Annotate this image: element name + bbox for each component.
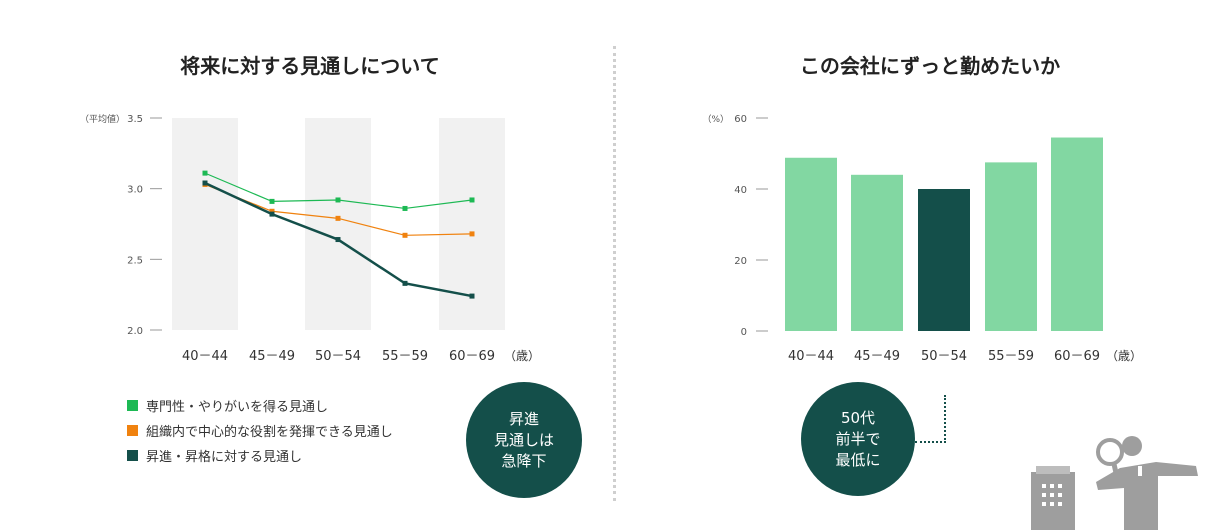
callout-line: 急降下 — [501, 451, 547, 470]
data-point — [335, 215, 341, 221]
legend-swatch — [127, 449, 138, 461]
line-chart: 2.0 2.5 3.0 3.5（平均値） 40－44 45－49 50－54 55－59 60－… — [80, 113, 540, 364]
x-tick-label: 40－44 — [182, 349, 228, 364]
office-worker-illustration — [1031, 436, 1198, 530]
callout-bubble-promotion: 昇進 見通しは 急降下 — [466, 382, 582, 498]
data-point — [202, 180, 208, 186]
y-tick-label: 3.0 — [127, 185, 143, 196]
legend-label: 専門性・やりがいを得る見通し — [146, 399, 329, 415]
y-tick-label: 40 — [734, 185, 747, 196]
legend-label: 昇進・昇格に対する見通し — [146, 449, 303, 465]
y-tick-label: 2.0 — [127, 326, 143, 337]
x-tick-label: 60－69 — [1054, 349, 1100, 364]
data-point — [335, 197, 341, 203]
bar — [785, 157, 837, 331]
callout-line: 最低に — [835, 450, 881, 469]
y-tick-label: 60 — [734, 114, 747, 125]
x-tick-label: 55－59 — [988, 349, 1034, 364]
y-tick-label: 3.5 — [127, 114, 143, 125]
x-tick-label: 60－69 — [449, 349, 495, 364]
x-tick-label: 40－44 — [788, 349, 834, 364]
legend-item: 昇進・昇格に対する見通し — [127, 447, 393, 465]
y-axis-unit: （平均値） — [80, 113, 125, 125]
data-point — [469, 197, 475, 203]
callout-line: 昇進 — [508, 409, 539, 428]
callout-connector — [915, 395, 946, 443]
data-point — [269, 208, 275, 214]
callout-line: 見通しは — [493, 430, 554, 449]
data-point — [269, 211, 275, 217]
y-tick-label: 2.5 — [127, 255, 143, 266]
bar — [1051, 137, 1103, 331]
data-point — [469, 231, 475, 237]
x-tick-label: 45－49 — [249, 349, 295, 364]
callout-line: 50代 — [840, 408, 876, 427]
data-point — [402, 280, 408, 286]
bar — [918, 189, 970, 331]
data-point — [335, 237, 341, 243]
line-chart-legend: 専門性・やりがいを得る見通し 組織内で中心的な役割を発揮できる見通し 昇進・昇格… — [127, 397, 393, 472]
right-chart-title: この会社にずっと勤めたいか — [799, 54, 1061, 78]
callout-bubble-lowest: 50代 前半で 最低に — [801, 382, 915, 496]
legend-item: 組織内で中心的な役割を発揮できる見通し — [127, 422, 393, 440]
building-icon — [1031, 466, 1075, 530]
section-divider — [613, 46, 616, 501]
legend-item: 専門性・やりがいを得る見通し — [127, 397, 393, 415]
data-point — [402, 232, 408, 238]
bar — [851, 174, 903, 331]
person-icon — [1096, 436, 1198, 530]
x-axis-unit: （歳） — [1106, 349, 1142, 363]
data-point — [202, 170, 208, 176]
y-axis-unit: （%） — [702, 114, 729, 125]
legend-swatch — [127, 399, 138, 411]
x-tick-label: 50－54 — [315, 349, 361, 364]
x-tick-label: 50－54 — [921, 349, 967, 364]
callout-line: 前半で — [835, 429, 881, 448]
left-chart-title: 将来に対する見通しについて — [180, 54, 440, 78]
x-axis-unit: （歳） — [504, 349, 540, 363]
x-tick-label: 55－59 — [382, 349, 428, 364]
y-tick-label: 20 — [734, 256, 747, 267]
band-shade — [172, 118, 238, 330]
legend-swatch — [127, 424, 138, 436]
data-point — [269, 198, 275, 204]
bar-chart: 0 20 40 60 （%） 40－44 45－49 50－54 55－59 60－69 （歳） — [702, 114, 1142, 364]
bar — [985, 162, 1037, 331]
data-point — [469, 293, 475, 299]
y-tick-label: 0 — [741, 327, 747, 338]
data-point — [402, 205, 408, 211]
x-tick-label: 45－49 — [854, 349, 900, 364]
legend-label: 組織内で中心的な役割を発揮できる見通し — [146, 424, 393, 440]
